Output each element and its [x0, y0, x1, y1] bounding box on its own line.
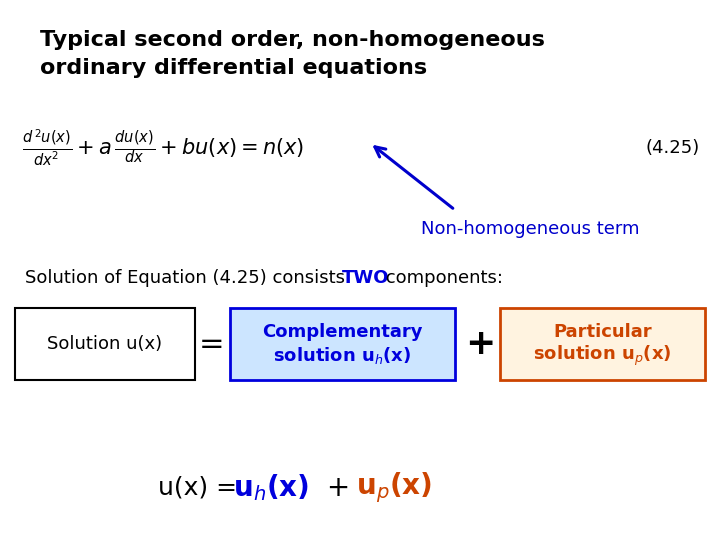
FancyBboxPatch shape: [15, 308, 195, 380]
Text: Complementary: Complementary: [262, 323, 423, 341]
Text: Solution u(x): Solution u(x): [48, 335, 163, 353]
Text: TWO: TWO: [342, 269, 390, 287]
Text: (4.25): (4.25): [646, 139, 700, 157]
Text: solution u$_p$(x): solution u$_p$(x): [534, 344, 672, 368]
Text: u$_h$(x): u$_h$(x): [233, 472, 309, 503]
Text: components:: components:: [380, 269, 503, 287]
FancyBboxPatch shape: [230, 308, 455, 380]
Text: Particular: Particular: [553, 323, 652, 341]
Text: =: =: [199, 329, 225, 359]
Text: Solution of Equation (4.25) consists: Solution of Equation (4.25) consists: [25, 269, 351, 287]
FancyBboxPatch shape: [500, 308, 705, 380]
Text: +: +: [318, 474, 359, 502]
Text: u$_p$(x): u$_p$(x): [356, 471, 432, 505]
Text: ordinary differential equations: ordinary differential equations: [40, 58, 427, 78]
Text: Non-homogeneous term: Non-homogeneous term: [420, 220, 639, 238]
Text: Typical second order, non-homogeneous: Typical second order, non-homogeneous: [40, 30, 545, 50]
Text: solution u$_h$(x): solution u$_h$(x): [274, 346, 412, 367]
Text: +: +: [465, 327, 495, 361]
Text: u(x) =: u(x) =: [158, 476, 245, 500]
Text: $\frac{d^{\,2}u(x)}{dx^2} + a\,\frac{du(x)}{dx} + bu(x) = n(x)$: $\frac{d^{\,2}u(x)}{dx^2} + a\,\frac{du(…: [22, 128, 305, 168]
